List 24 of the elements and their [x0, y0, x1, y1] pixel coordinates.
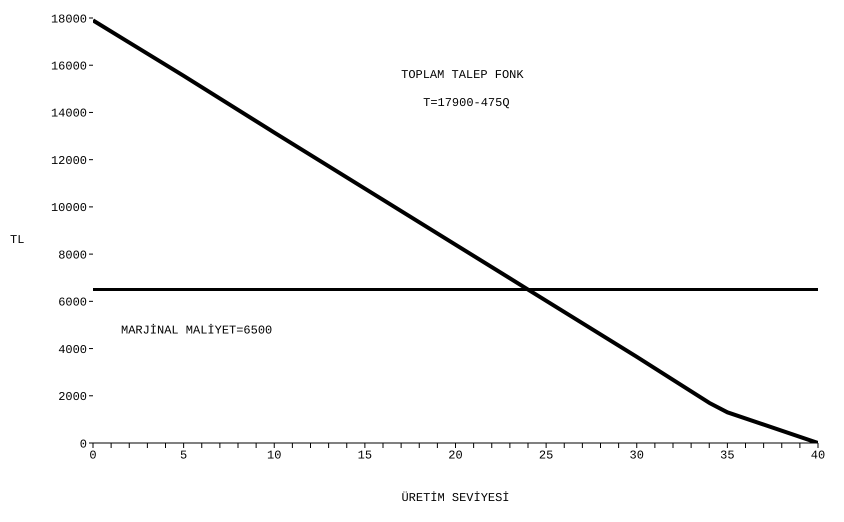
x-tick-label: 15: [358, 448, 372, 463]
annotation: TOPLAM TALEP FONK: [401, 68, 524, 82]
annotation: T=17900-475Q: [423, 96, 510, 110]
y-tick-label: 16000: [50, 59, 87, 74]
y-tick-label: 6000: [58, 296, 87, 310]
ref-line-label: MARJİNAL MALİYET=6500: [121, 324, 272, 338]
y-tick-label: 8000: [58, 248, 87, 262]
x-tick-label: 40: [810, 448, 826, 463]
y-tick-label: 0: [80, 437, 87, 452]
x-tick-label: 0: [89, 448, 97, 463]
x-tick-label: 20: [448, 448, 463, 463]
y-tick-label: 12000: [50, 154, 87, 168]
y-tick-label: 14000: [50, 106, 87, 121]
y-tick-label: 10000: [50, 201, 87, 216]
x-axis-title: ÜRETİM SEVİYESİ: [401, 491, 510, 505]
y-tick-label: 2000: [58, 390, 87, 404]
x-tick-label: 35: [720, 448, 735, 463]
x-tick-label: 10: [267, 448, 282, 463]
x-tick-label: 30: [630, 448, 644, 463]
x-tick-label: 25: [538, 448, 554, 463]
x-tick-label: 5: [180, 448, 188, 463]
y-axis-title: TL: [10, 232, 24, 247]
y-tick-label: 4000: [58, 342, 87, 357]
y-tick-label: 18000: [50, 12, 87, 26]
